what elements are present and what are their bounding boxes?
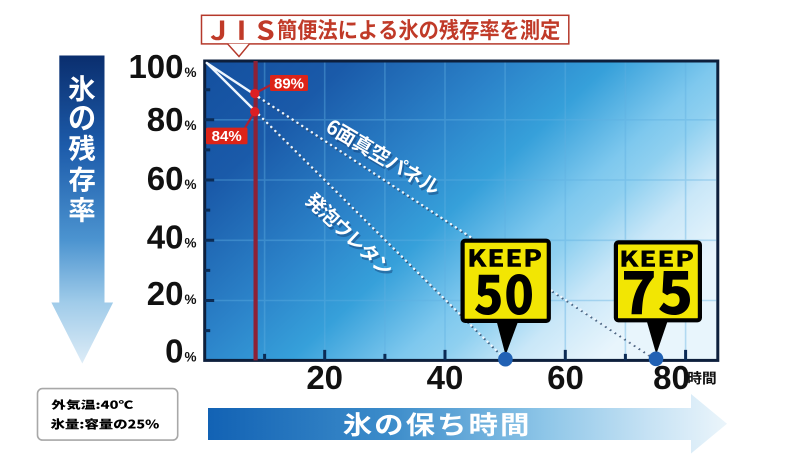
svg-text:%: % [185,118,197,133]
svg-text:20: 20 [147,275,184,312]
svg-text:40: 40 [147,218,184,255]
svg-text:0: 0 [165,332,183,369]
svg-text:%: % [185,177,197,192]
svg-text:%: % [185,235,197,250]
svg-text:80: 80 [653,359,690,396]
svg-text:60: 60 [547,359,584,396]
svg-text:40: 40 [427,359,464,396]
svg-text:20: 20 [306,359,343,396]
svg-text:89%: 89% [274,75,304,92]
svg-text:%: % [185,349,197,364]
svg-text:84%: 84% [212,128,242,145]
svg-text:80: 80 [147,101,184,138]
svg-text:60: 60 [147,160,184,197]
svg-text:%: % [185,292,197,307]
svg-text:100: 100 [128,48,183,85]
svg-text:%: % [185,65,197,80]
